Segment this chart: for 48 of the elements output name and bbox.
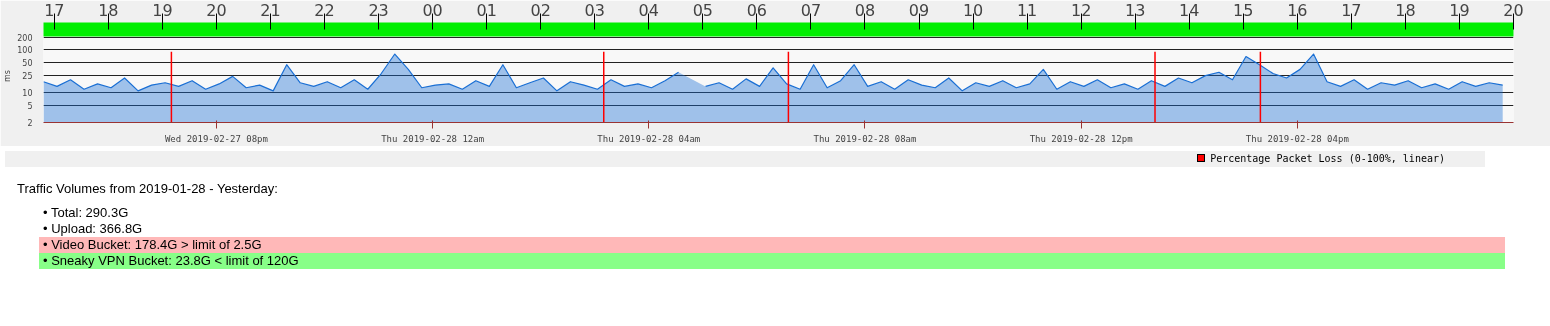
x2-tick-label: 12 [1070, 0, 1092, 20]
y-tick-label: 50 [22, 59, 33, 69]
x2-tick-label: 16 [1287, 0, 1308, 20]
x2-tick-label: 15 [1233, 0, 1254, 20]
text: • Upload: 366.8G [42, 221, 144, 237]
x-tick-label: Thu 2019-02-28 04pm [1245, 133, 1349, 144]
x-tick-label: Thu 2019-02-28 04am [597, 133, 701, 144]
x2-tick-label: 06 [746, 0, 768, 20]
y-tick-label: 200 [17, 33, 33, 43]
text: • Sneaky VPN Bucket: 23.8G < limit of 120G [39, 253, 1505, 269]
x2-tick-label: 17 [44, 0, 65, 20]
x2-tick-label: 20 [1503, 0, 1524, 20]
x2-tick-label: 00 [422, 0, 443, 20]
y-tick-label: 5 [27, 101, 33, 111]
x2-tick-label: 09 [908, 0, 930, 20]
text: • Video Bucket: 178.4G > limit of 2.5G [39, 237, 1505, 253]
x2-tick-label: 18 [1395, 0, 1416, 20]
x2-tick-label: 13 [1125, 0, 1146, 20]
x2-tick-label: 21 [260, 0, 281, 20]
x2-tick-label: 03 [584, 0, 605, 20]
text: Percentage Packet Loss (0-100%, linear) [5, 151, 1485, 167]
x2-tick-label: 14 [1179, 0, 1200, 20]
x2-tick-label: 19 [1449, 0, 1470, 20]
x-tick-label: Thu 2019-02-28 12pm [1029, 133, 1133, 144]
text: Traffic Volumes from 2019-01-28 - Yesterday: [17, 181, 279, 197]
x2-tick-label: 07 [800, 0, 822, 20]
y-axis-title: ms [3, 70, 13, 82]
x2-tick-label: 01 [476, 0, 497, 20]
x2-tick-label: 20 [206, 0, 227, 20]
x2-tick-label: 10 [962, 0, 984, 20]
x2-tick-label: 11 [1016, 0, 1038, 20]
x-tick-label: Wed 2019-02-27 08pm [164, 133, 268, 144]
x2-tick-label: 04 [638, 0, 659, 20]
y-tick-label: 25 [22, 72, 33, 82]
x2-tick-label: 05 [692, 0, 714, 20]
x-tick-label: Thu 2019-02-28 12am [381, 133, 485, 144]
x2-tick-label: 22 [314, 0, 335, 20]
x2-tick-label: 23 [368, 0, 389, 20]
y-tick-label: 2 [27, 119, 33, 128]
x2-tick-label: 19 [152, 0, 173, 20]
x-tick-label: Thu 2019-02-28 08am [813, 133, 917, 144]
x2-tick-label: 08 [854, 0, 876, 20]
text: • Total: 290.3G [42, 205, 130, 221]
y-tick-label: 100 [17, 46, 33, 56]
x2-tick-label: 18 [98, 0, 119, 20]
x2-tick-label: 17 [1341, 0, 1362, 20]
x2-tick-label: 02 [530, 0, 551, 20]
y-tick-label: 10 [22, 89, 33, 99]
